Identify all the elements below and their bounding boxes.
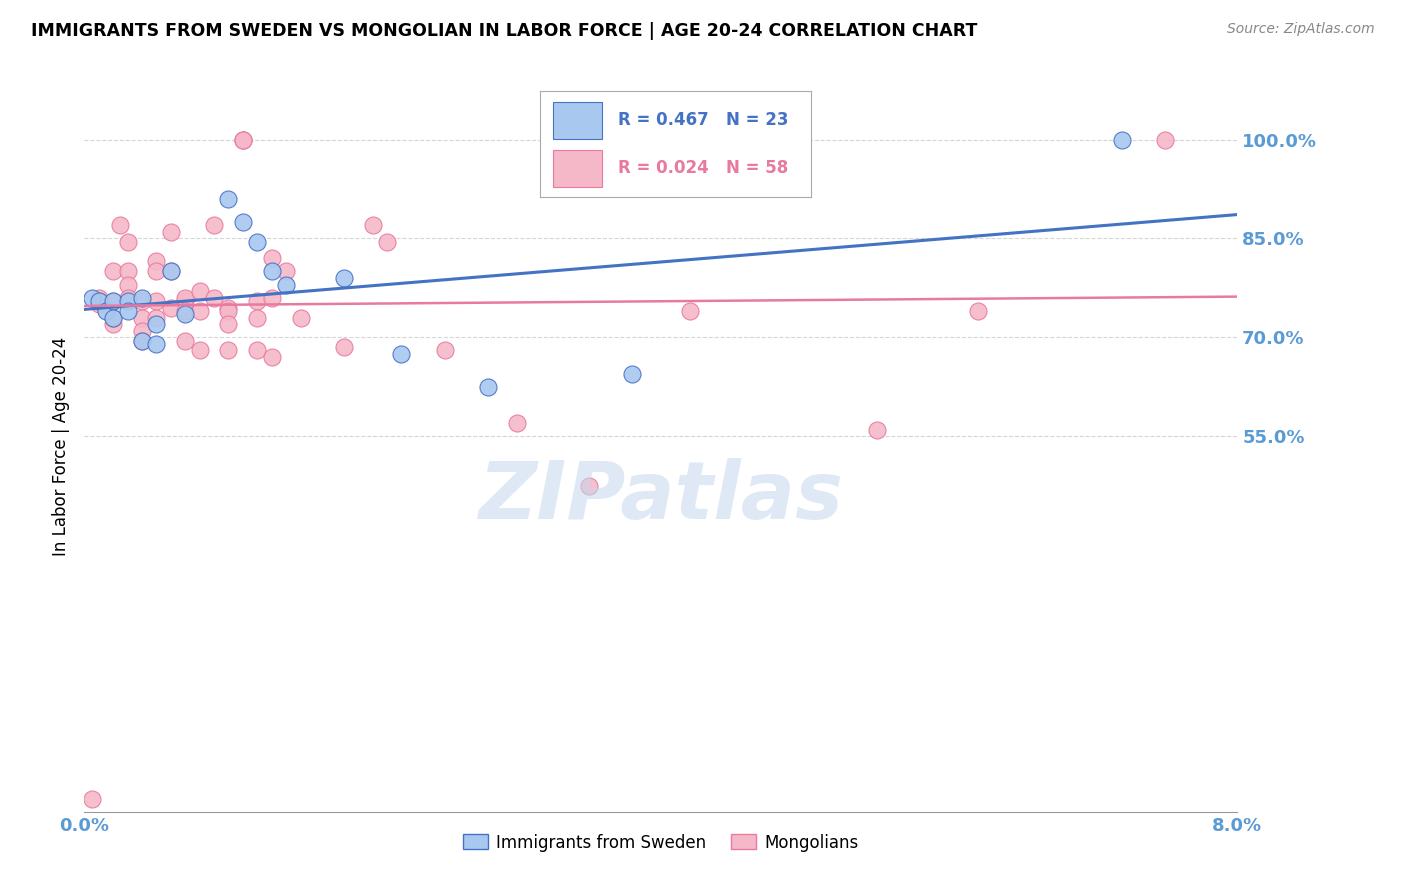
Point: [202, 291, 225, 305]
Point: [477, 380, 499, 394]
Point: [246, 343, 269, 358]
Point: [117, 264, 139, 278]
Point: [87, 297, 110, 311]
Point: [375, 235, 398, 249]
Point: [260, 264, 283, 278]
Point: [87, 291, 110, 305]
Point: [218, 317, 240, 331]
Point: [260, 350, 283, 364]
Point: [117, 277, 139, 292]
Point: [578, 478, 600, 492]
Point: [246, 310, 269, 325]
Point: [160, 264, 183, 278]
Point: [160, 264, 183, 278]
Point: [246, 235, 269, 249]
Point: [160, 301, 183, 315]
Point: [131, 310, 153, 325]
Point: [145, 310, 167, 325]
Point: [160, 225, 183, 239]
Point: [290, 310, 312, 325]
Point: [967, 304, 990, 318]
Point: [333, 340, 356, 354]
Point: [145, 254, 167, 268]
Point: [621, 367, 644, 381]
Text: IMMIGRANTS FROM SWEDEN VS MONGOLIAN IN LABOR FORCE | AGE 20-24 CORRELATION CHART: IMMIGRANTS FROM SWEDEN VS MONGOLIAN IN L…: [31, 22, 977, 40]
Point: [260, 291, 283, 305]
Point: [1111, 132, 1133, 146]
Point: [117, 291, 139, 305]
Point: [1154, 132, 1177, 146]
Point: [103, 310, 124, 325]
Point: [174, 291, 197, 305]
Point: [103, 317, 124, 331]
Point: [232, 132, 254, 146]
Text: Source: ZipAtlas.com: Source: ZipAtlas.com: [1227, 22, 1375, 37]
Point: [218, 192, 240, 206]
Point: [131, 334, 153, 348]
Point: [103, 293, 124, 308]
Point: [80, 791, 103, 805]
Point: [87, 293, 110, 308]
Point: [174, 293, 197, 308]
Point: [506, 416, 529, 430]
Point: [145, 336, 167, 351]
Point: [188, 343, 211, 358]
Point: [103, 264, 124, 278]
Point: [87, 293, 110, 308]
Point: [131, 291, 153, 305]
Point: [174, 334, 197, 348]
Legend: Immigrants from Sweden, Mongolians: Immigrants from Sweden, Mongolians: [456, 827, 866, 858]
Point: [433, 343, 456, 358]
Point: [117, 293, 139, 308]
Point: [117, 304, 139, 318]
Point: [117, 235, 139, 249]
Point: [232, 132, 254, 146]
Point: [174, 307, 197, 321]
Text: ZIPatlas: ZIPatlas: [478, 458, 844, 536]
Point: [361, 219, 384, 233]
Point: [110, 219, 132, 233]
Point: [246, 293, 269, 308]
Point: [232, 215, 254, 229]
Point: [145, 293, 167, 308]
Point: [103, 310, 124, 325]
Point: [80, 291, 103, 305]
Y-axis label: In Labor Force | Age 20-24: In Labor Force | Age 20-24: [52, 336, 70, 556]
Point: [103, 293, 124, 308]
Point: [260, 251, 283, 265]
Point: [131, 334, 153, 348]
Point: [94, 304, 117, 318]
Point: [276, 264, 298, 278]
Point: [218, 304, 240, 318]
Point: [131, 293, 153, 308]
Point: [145, 264, 167, 278]
Point: [174, 304, 197, 318]
Point: [866, 423, 889, 437]
Point: [188, 304, 211, 318]
Point: [679, 304, 702, 318]
Point: [276, 277, 298, 292]
Point: [232, 132, 254, 146]
Point: [202, 219, 225, 233]
Point: [145, 317, 167, 331]
Point: [391, 347, 413, 361]
Point: [218, 343, 240, 358]
Point: [131, 324, 153, 338]
Point: [188, 284, 211, 298]
Point: [333, 271, 356, 285]
Point: [218, 301, 240, 315]
